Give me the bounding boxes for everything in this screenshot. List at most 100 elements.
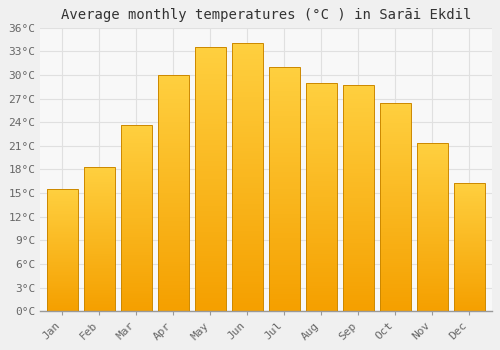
Bar: [418, 301, 448, 303]
Bar: [158, 96, 188, 99]
Bar: [454, 194, 484, 196]
Bar: [454, 297, 484, 299]
Bar: [344, 244, 374, 246]
Bar: [121, 138, 152, 140]
Bar: [158, 207, 188, 210]
Bar: [232, 161, 262, 164]
Bar: [344, 155, 374, 158]
Bar: [344, 207, 374, 210]
Bar: [306, 263, 336, 266]
Bar: [380, 188, 410, 190]
Bar: [270, 253, 300, 255]
Bar: [121, 126, 152, 128]
Bar: [380, 242, 410, 244]
Bar: [195, 272, 226, 274]
Bar: [344, 282, 374, 284]
Bar: [47, 300, 78, 301]
Bar: [344, 110, 374, 112]
Bar: [270, 75, 300, 77]
Bar: [344, 148, 374, 151]
Bar: [195, 293, 226, 295]
Bar: [158, 229, 188, 231]
Bar: [380, 240, 410, 242]
Bar: [418, 259, 448, 261]
Bar: [195, 232, 226, 235]
Bar: [270, 226, 300, 228]
Bar: [454, 264, 484, 265]
Bar: [232, 250, 262, 252]
Bar: [195, 119, 226, 121]
Bar: [344, 185, 374, 187]
Bar: [47, 205, 78, 206]
Bar: [84, 190, 114, 191]
Bar: [158, 214, 188, 217]
Bar: [232, 159, 262, 161]
Bar: [84, 172, 114, 173]
Bar: [418, 304, 448, 306]
Bar: [418, 296, 448, 298]
Bar: [121, 280, 152, 281]
Bar: [344, 289, 374, 291]
Bar: [232, 236, 262, 239]
Bar: [306, 115, 336, 117]
Bar: [158, 226, 188, 229]
Bar: [232, 100, 262, 102]
Bar: [158, 108, 188, 110]
Bar: [344, 261, 374, 264]
Bar: [454, 190, 484, 192]
Bar: [232, 172, 262, 175]
Bar: [158, 155, 188, 158]
Bar: [270, 167, 300, 170]
Bar: [418, 224, 448, 226]
Bar: [232, 239, 262, 241]
Bar: [47, 286, 78, 287]
Bar: [306, 156, 336, 158]
Bar: [454, 210, 484, 211]
Bar: [84, 228, 114, 229]
Bar: [380, 253, 410, 255]
Bar: [344, 124, 374, 126]
Bar: [270, 108, 300, 111]
Bar: [454, 199, 484, 201]
Bar: [306, 103, 336, 106]
Bar: [195, 153, 226, 155]
Bar: [158, 231, 188, 233]
Bar: [306, 218, 336, 220]
Bar: [47, 308, 78, 309]
Bar: [158, 210, 188, 212]
Bar: [344, 307, 374, 309]
Bar: [380, 161, 410, 163]
Bar: [454, 306, 484, 307]
Bar: [158, 132, 188, 134]
Bar: [344, 153, 374, 155]
Bar: [454, 262, 484, 264]
Bar: [195, 90, 226, 92]
Bar: [418, 199, 448, 201]
Bar: [270, 258, 300, 260]
Bar: [270, 270, 300, 272]
Bar: [306, 181, 336, 183]
Bar: [84, 249, 114, 251]
Bar: [47, 220, 78, 221]
Bar: [380, 157, 410, 159]
Bar: [84, 293, 114, 294]
Bar: [121, 259, 152, 261]
Bar: [418, 278, 448, 279]
Bar: [84, 291, 114, 293]
Bar: [454, 261, 484, 262]
Bar: [380, 236, 410, 238]
Bar: [306, 92, 336, 94]
Bar: [270, 260, 300, 262]
Bar: [454, 243, 484, 245]
Bar: [47, 218, 78, 220]
Bar: [121, 287, 152, 289]
Bar: [306, 295, 336, 298]
Bar: [158, 75, 188, 77]
Bar: [418, 186, 448, 187]
Bar: [454, 301, 484, 302]
Bar: [232, 105, 262, 108]
Bar: [270, 162, 300, 165]
Bar: [84, 259, 114, 261]
Bar: [344, 203, 374, 205]
Bar: [306, 188, 336, 190]
